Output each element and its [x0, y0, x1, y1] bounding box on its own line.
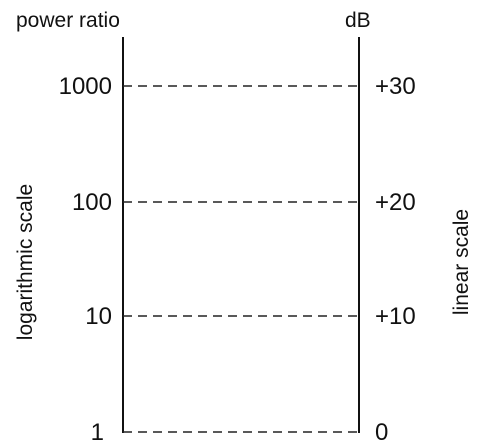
- power-ratio-header: power ratio: [16, 9, 120, 32]
- db-label-0: 0: [375, 419, 388, 446]
- db-label-20: +20: [375, 189, 416, 216]
- power-ratio-label-1000: 1000: [59, 73, 112, 100]
- db-label-10: +10: [375, 303, 416, 330]
- power-ratio-label-100: 100: [72, 189, 112, 216]
- db-header: dB: [345, 9, 371, 32]
- db-label-30: +30: [375, 73, 416, 100]
- power-ratio-label-10: 10: [85, 303, 112, 330]
- logarithmic-scale-label: logarithmic scale: [14, 184, 37, 340]
- power-ratio-label-1: 1: [91, 419, 104, 446]
- linear-scale-label: linear scale: [450, 209, 473, 315]
